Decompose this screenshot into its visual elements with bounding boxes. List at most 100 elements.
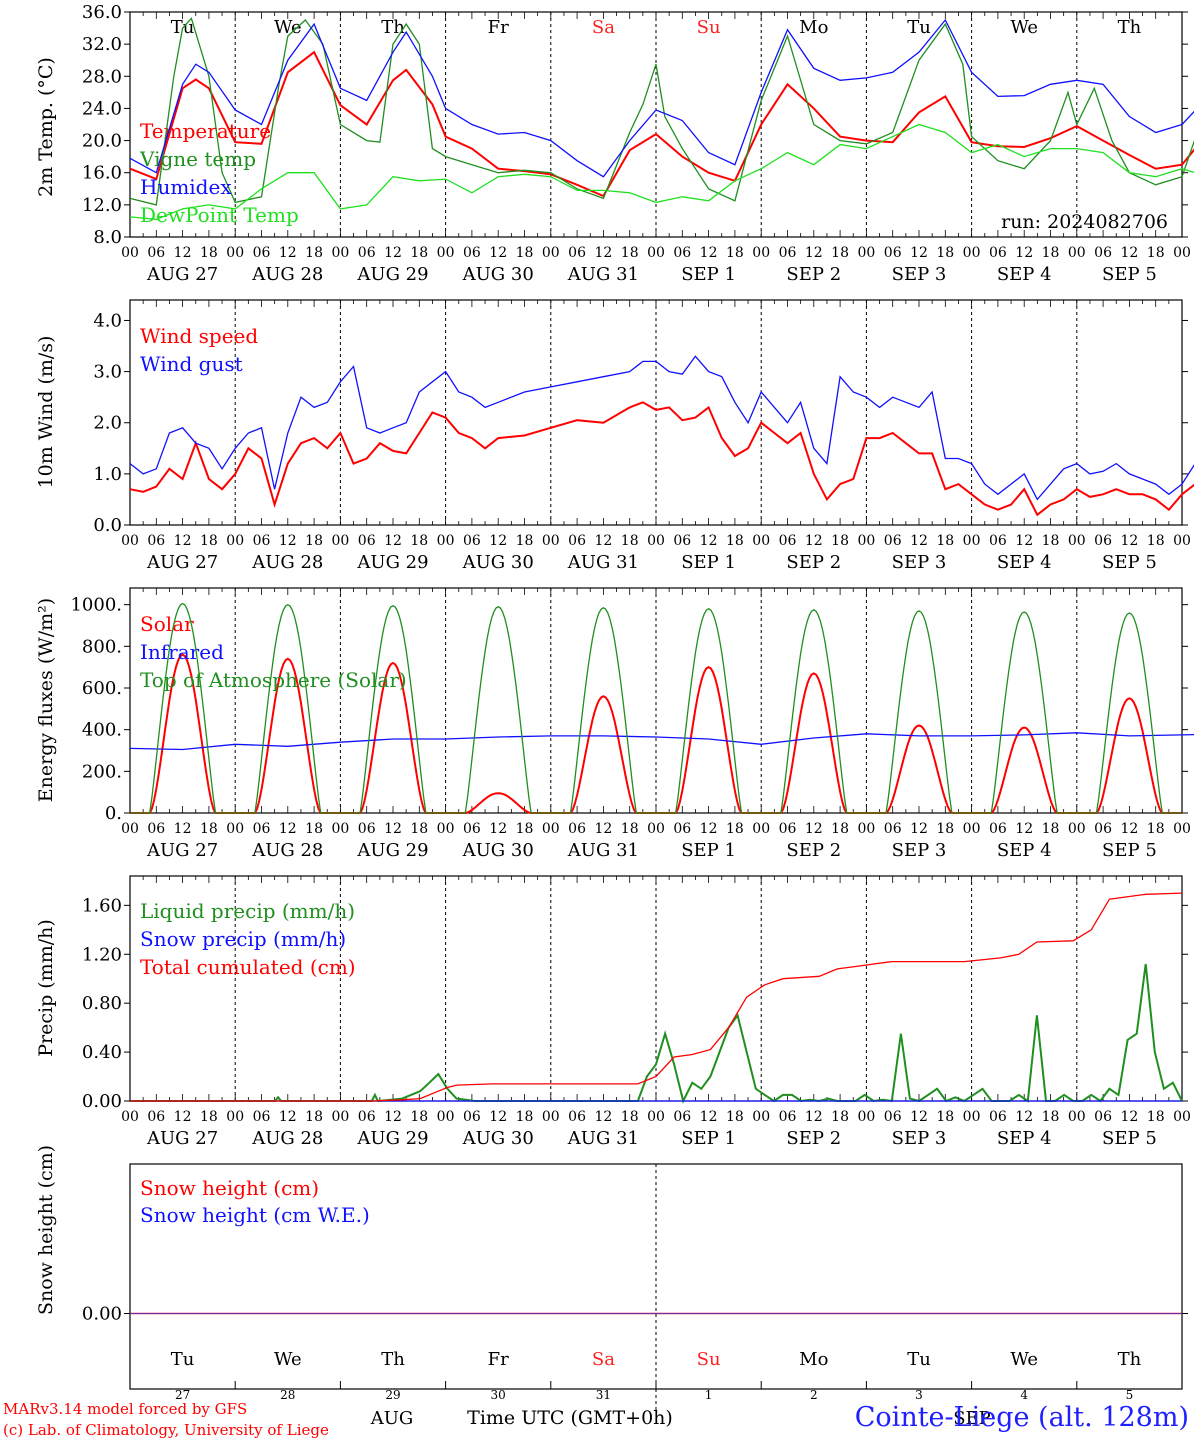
hour-tick-label: 06 (779, 533, 797, 549)
time-axis-label: Time UTC (GMT+0h) (467, 1407, 673, 1429)
series-line-temperature (129, 50, 1194, 198)
day-number-label: 31 (596, 1388, 611, 1402)
date-label: AUG 29 (356, 1128, 428, 1149)
hour-tick-label: 00 (331, 245, 349, 261)
weekday-label: Th (1118, 1349, 1142, 1370)
y-tick-label: 32.0 (82, 34, 122, 55)
date-label: SEP 4 (997, 840, 1052, 861)
date-label: AUG 27 (146, 840, 218, 861)
hour-tick-label: 00 (1173, 533, 1191, 549)
legend-entry: Snow height (cm W.E.) (140, 1203, 370, 1227)
legend-entry: Snow height (cm) (140, 1176, 319, 1200)
hour-tick-label: 18 (621, 821, 639, 837)
hour-tick-label: 12 (594, 821, 612, 837)
y-axis-label: Snow height (cm) (35, 1145, 57, 1315)
hour-tick-label: 06 (358, 245, 376, 261)
hour-tick-label: 12 (384, 245, 402, 261)
date-label: SEP 4 (997, 1128, 1052, 1149)
date-label: AUG 27 (146, 552, 218, 573)
date-label: AUG 30 (462, 552, 534, 573)
hour-tick-label: 00 (331, 1109, 349, 1125)
hour-tick-label: 12 (594, 1109, 612, 1125)
hour-tick-label: 06 (358, 821, 376, 837)
hour-tick-label: 18 (1042, 533, 1060, 549)
plot-frame (129, 587, 1183, 814)
hour-tick-label: 12 (279, 821, 297, 837)
day-number-label: 28 (280, 1388, 295, 1402)
hour-tick-label: 00 (752, 821, 770, 837)
weekday-label: Fr (488, 17, 509, 38)
hour-tick-label: 06 (1094, 533, 1112, 549)
hour-tick-label: 00 (437, 1109, 455, 1125)
date-label: AUG 27 (146, 1128, 218, 1149)
hour-tick-label: 12 (700, 245, 718, 261)
panel-2: 4.0 3.0 2.0 1.0 0.0 10m Wind (m/s) 00 06 12 18 AUG… (35, 299, 1194, 573)
hour-tick-label: 12 (805, 245, 823, 261)
y-tick-label: 3.0 (93, 362, 122, 383)
hour-tick-label: 00 (542, 245, 560, 261)
date-label: AUG 29 (356, 552, 428, 573)
hour-tick-label: 12 (700, 533, 718, 549)
weekday-label: We (274, 1349, 302, 1370)
y-tick-label: 28.0 (82, 66, 122, 87)
date-label: SEP 1 (681, 552, 736, 573)
date-label: SEP 4 (997, 264, 1052, 285)
hour-tick-label: 00 (647, 821, 665, 837)
hour-tick-label: 00 (226, 1109, 244, 1125)
hour-tick-label: 00 (1173, 245, 1191, 261)
hour-tick-label: 06 (358, 1109, 376, 1125)
y-axis-label: Energy fluxes (W/m²) (35, 598, 57, 802)
y-tick-label: 200. (82, 761, 122, 782)
weekday-label: Sa (592, 1349, 615, 1370)
day-number-label: 29 (385, 1388, 400, 1402)
hour-tick-label: 00 (857, 533, 875, 549)
hour-tick-label: 12 (1120, 245, 1138, 261)
series-line-humidex (129, 18, 1194, 178)
date-label: AUG 29 (356, 264, 428, 285)
hour-tick-label: 18 (936, 1109, 954, 1125)
hour-tick-label: 06 (673, 245, 691, 261)
hour-tick-label: 18 (621, 245, 639, 261)
weekday-label: Mo (799, 17, 828, 38)
legend-entry: Liquid precip (mm/h) (140, 899, 355, 923)
weekday-label: Mo (799, 1349, 828, 1370)
panel-4: 1.60 1.20 0.80 0.40 0.00 Precip (mm/h) 00 06 12 1… (35, 875, 1191, 1149)
hour-tick-label: 00 (226, 245, 244, 261)
hour-tick-label: 00 (331, 821, 349, 837)
weekday-label: We (274, 17, 302, 38)
hour-tick-label: 18 (726, 821, 744, 837)
credit-line-2: (c) Lab. of Climatology, University of L… (3, 1421, 329, 1439)
hour-tick-label: 18 (200, 533, 218, 549)
date-label: SEP 2 (786, 840, 841, 861)
legend-entry: DewPoint Temp (140, 203, 299, 227)
y-tick-label: 1.0 (93, 464, 122, 485)
weekday-label: Tu (907, 17, 931, 38)
hour-tick-label: 12 (279, 1109, 297, 1125)
hour-tick-label: 18 (1147, 821, 1165, 837)
hour-tick-label: 18 (200, 245, 218, 261)
y-tick-label: 400. (82, 720, 122, 741)
hour-tick-label: 12 (1120, 821, 1138, 837)
legend-entry: Solar (140, 612, 194, 636)
date-label: AUG 28 (251, 552, 323, 573)
hour-tick-label: 06 (989, 821, 1007, 837)
hour-tick-label: 12 (279, 245, 297, 261)
y-tick-label: 16.0 (82, 163, 122, 184)
hour-tick-label: 12 (174, 1109, 192, 1125)
hour-tick-label: 00 (1173, 821, 1191, 837)
hour-tick-label: 18 (831, 533, 849, 549)
hour-tick-label: 12 (384, 533, 402, 549)
hour-tick-label: 12 (1120, 1109, 1138, 1125)
date-label: AUG 31 (567, 552, 639, 573)
y-tick-label: 1.20 (82, 944, 122, 965)
hour-tick-label: 06 (147, 245, 165, 261)
hour-tick-label: 06 (147, 821, 165, 837)
hour-tick-label: 12 (805, 821, 823, 837)
hour-tick-label: 06 (147, 1109, 165, 1125)
hour-tick-label: 06 (463, 1109, 481, 1125)
hour-tick-label: 00 (963, 1109, 981, 1125)
weekday-label: Fr (488, 1349, 509, 1370)
hour-tick-label: 18 (936, 533, 954, 549)
hour-tick-label: 12 (594, 533, 612, 549)
hour-tick-label: 06 (884, 245, 902, 261)
